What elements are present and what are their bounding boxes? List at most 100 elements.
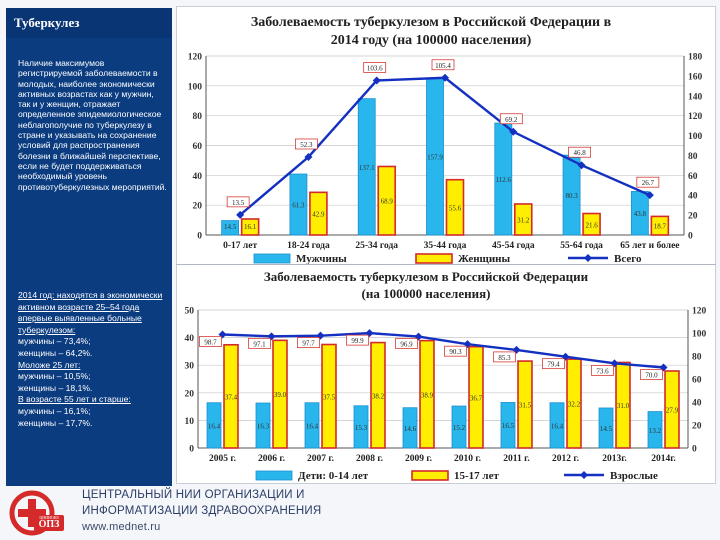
bar-label: 15.2 (453, 424, 466, 432)
legend-label-series1: Мужчины (296, 253, 347, 264)
chart-title-line-2: (на 100000 населения) (362, 286, 491, 301)
y-tick-left: 40 (193, 172, 203, 182)
line-label-box (499, 113, 523, 125)
line-point (304, 152, 313, 161)
y-tick-right: 20 (688, 212, 698, 222)
bar-label: 16.4 (208, 422, 221, 430)
bar-label: 80.3 (565, 192, 578, 200)
bar-label: 39.0 (274, 391, 287, 399)
y-tick-right: 80 (688, 152, 698, 162)
line-label: 26.7 (642, 179, 655, 187)
line-label: 105.4 (435, 62, 451, 70)
bar-label: 18.7 (654, 223, 667, 231)
y-tick-left: 20 (185, 389, 195, 399)
logo-cross-h (18, 509, 46, 517)
bar-series2 (582, 212, 601, 236)
bar-label: 14.5 (224, 223, 237, 231)
y-tick-right: 0 (688, 232, 693, 242)
stats-men-25-54: мужчины – 73,4%; (18, 336, 91, 347)
category-label: 35-44 года (424, 241, 467, 251)
institute-logo: ОПЗ ЦНИИОИЗ (9, 490, 64, 536)
y-tick-left: 100 (188, 82, 203, 92)
bar-label: 32.2 (568, 401, 581, 409)
legend-label-series1: Дети: 0-14 лет (298, 470, 369, 482)
chart-by-year: Заболеваемость туберкулезом в Российской… (185, 269, 707, 482)
line-point (236, 210, 245, 219)
line-point (509, 127, 518, 136)
line-label-box (199, 336, 222, 347)
logo-badge-bg (34, 515, 64, 531)
bar-series2 (309, 191, 328, 236)
logo-ring (9, 490, 55, 536)
stats-55plus-title: В возрасте 55 лет и старше: (18, 394, 131, 405)
bar-series2 (650, 215, 670, 236)
bar-label: 55.6 (449, 204, 462, 212)
y-tick-right: 80 (692, 353, 702, 363)
line-label: 46.8 (573, 149, 586, 157)
bar-label: 14.5 (600, 425, 613, 433)
line-point (441, 73, 449, 82)
line-label-box (431, 59, 455, 71)
line-point (372, 76, 381, 85)
bar-label: 31.2 (517, 216, 530, 224)
bar-label: 68.9 (381, 198, 394, 206)
legend-label-series2: 15-17 лет (454, 470, 499, 482)
line-label-box (295, 138, 318, 150)
category-label: 2009 г. (405, 454, 432, 464)
legend-swatch-series1 (255, 470, 293, 481)
bar-label: 61.3 (292, 202, 305, 210)
y-tick-left: 0 (189, 445, 194, 455)
chart-title-line-2: 2014 году (на 100000 населения) (331, 33, 532, 48)
y-tick-right: 60 (692, 376, 702, 386)
legend-swatch-line-marker (584, 254, 592, 262)
y-tick-left: 60 (193, 142, 203, 152)
bar-series2 (566, 358, 582, 449)
category-label: 2011 г. (503, 454, 529, 464)
line-label-box (395, 338, 418, 349)
y-tick-right: 20 (692, 422, 702, 432)
bar-series1 (598, 407, 614, 449)
y-tick-left: 80 (193, 112, 203, 122)
line-label-box (568, 146, 591, 158)
line-label: 97.1 (253, 340, 266, 348)
bar-series1 (402, 407, 418, 449)
line-point (645, 191, 654, 200)
bar-series2 (377, 165, 397, 236)
bar-series2 (615, 361, 631, 449)
line-label-box (346, 334, 369, 346)
category-label: 2014г. (651, 454, 676, 464)
bar-label: 137.1 (359, 164, 375, 172)
y-tick-left: 30 (185, 362, 195, 372)
bar-label: 16.4 (551, 422, 564, 430)
bar-series1 (289, 173, 308, 236)
bar-label: 37.5 (323, 393, 336, 401)
line-label-box (636, 176, 660, 188)
bar-label: 15.3 (355, 424, 368, 432)
bar-series2 (468, 345, 484, 449)
legend-swatch-series2 (411, 470, 449, 481)
line-label: 70.0 (645, 372, 658, 380)
line-label-box (444, 345, 467, 357)
line-label: 98.7 (204, 338, 217, 346)
line-label: 90.3 (449, 348, 462, 356)
line-label: 52.3 (300, 141, 313, 149)
y-tick-left: 0 (197, 232, 202, 242)
line-label-box (493, 351, 516, 363)
y-tick-left: 40 (185, 334, 195, 344)
y-tick-left: 50 (185, 307, 195, 317)
bar-series1 (206, 402, 222, 449)
y-tick-right: 60 (688, 172, 698, 182)
stats-men-under25: мужчины – 10,5%; (18, 371, 91, 382)
bar-label: 27.9 (666, 406, 679, 414)
bar-series1 (500, 402, 516, 449)
bar-series2 (240, 218, 260, 236)
chart-title-line-1: Заболеваемость туберкулезом в Российской… (264, 269, 589, 284)
category-label: 65 лет и более (620, 240, 679, 251)
bar-label: 157.9 (427, 153, 443, 161)
category-label: 2008 г. (356, 454, 383, 464)
line-label: 13.5 (232, 199, 245, 207)
line-label: 97.7 (302, 340, 315, 348)
footer-line-2: ИНФОРМАТИЗАЦИИ ЗДРАВООХРАНЕНИЯ (82, 505, 322, 517)
y-tick-right: 160 (688, 72, 703, 82)
y-tick-right: 100 (692, 330, 707, 340)
